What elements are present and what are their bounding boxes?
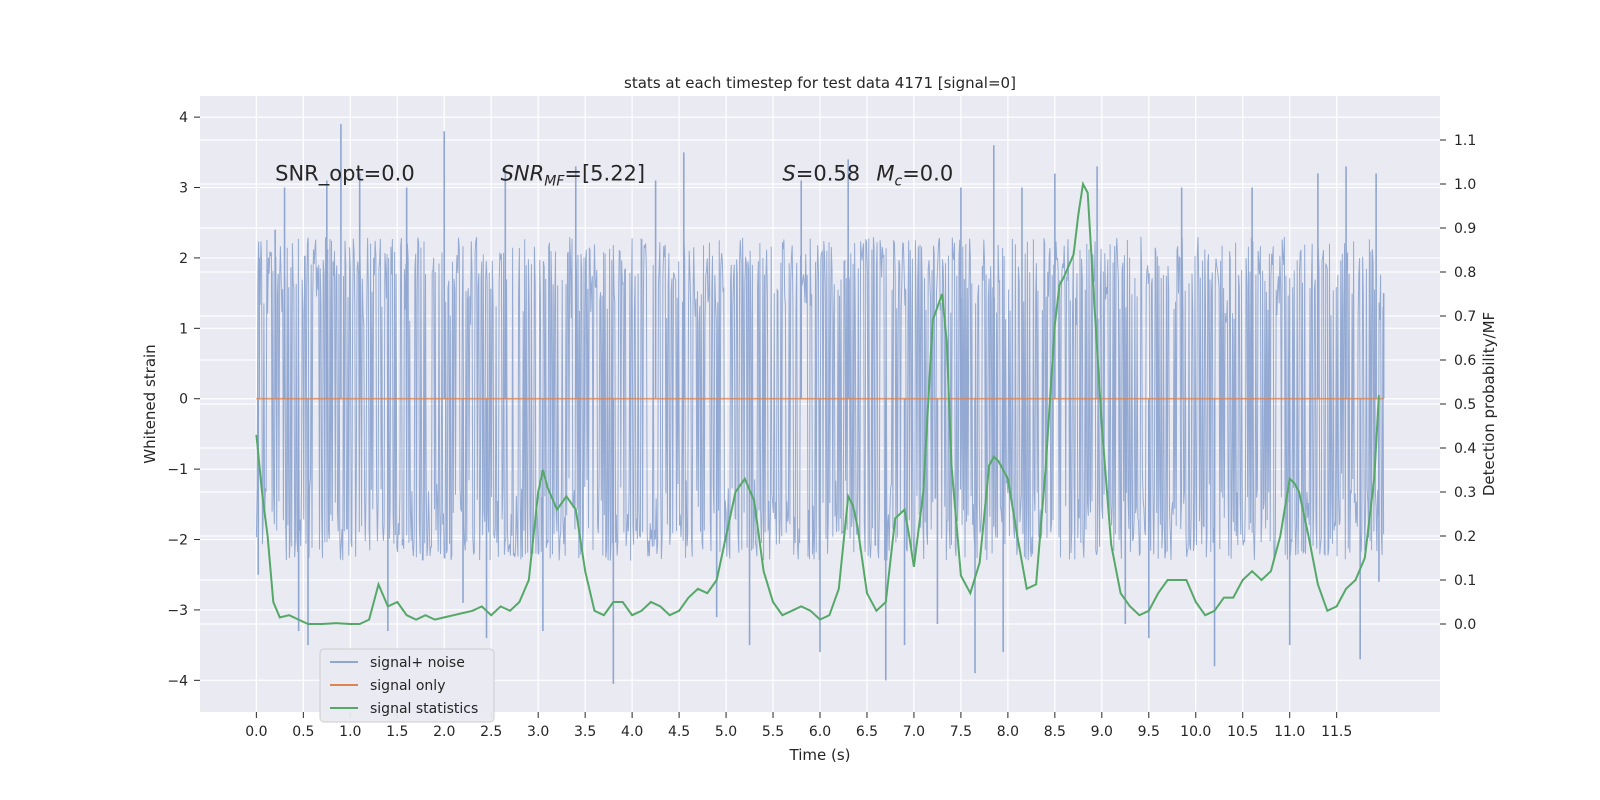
- x-tick-label: 9.0: [1091, 724, 1113, 740]
- x-tick-label: 3.0: [527, 724, 549, 740]
- x-tick-label: 2.0: [433, 724, 455, 740]
- y-tick-label: −1: [167, 462, 188, 478]
- x-tick-label: 4.0: [621, 724, 643, 740]
- y-tick-label: 1: [179, 321, 188, 337]
- x-axis-label: Time (s): [789, 746, 851, 764]
- y2-tick-label: 0.8: [1454, 265, 1476, 281]
- y2-axis-label: Detection probability/MF: [1480, 312, 1498, 496]
- x-tick-label: 0.5: [292, 724, 314, 740]
- x-tick-label: 3.5: [574, 724, 596, 740]
- y-tick-label: 2: [179, 251, 188, 267]
- y2-tick-label: 0.4: [1454, 441, 1476, 457]
- y-tick-label: −2: [167, 533, 188, 549]
- x-tick-label: 10.5: [1227, 724, 1258, 740]
- x-tick-label: 7.0: [903, 724, 925, 740]
- y2-tick-label: 0.5: [1454, 397, 1476, 413]
- x-tick-label: 9.5: [1138, 724, 1160, 740]
- y2-tick-label: 0.0: [1454, 617, 1476, 633]
- annotation-text: SNRMF=[5.22]: [501, 161, 646, 189]
- y2-tick-label: 0.1: [1454, 573, 1476, 589]
- x-tick-label: 10.0: [1180, 724, 1211, 740]
- x-tick-label: 1.5: [386, 724, 408, 740]
- signal-statistics-line: [255, 180, 1380, 625]
- x-tick-label: 11.5: [1321, 724, 1352, 740]
- signal-statistics-series: [255, 180, 1380, 625]
- y2-tick-label: 0.6: [1454, 353, 1476, 369]
- x-tick-label: 7.5: [950, 724, 972, 740]
- x-tick-label: 6.0: [809, 724, 831, 740]
- x-tick-label: 5.5: [762, 724, 784, 740]
- legend: signal+ noise signal only signal statist…: [319, 648, 495, 723]
- y-tick-label: 3: [179, 181, 188, 197]
- x-tick-label: 6.5: [856, 724, 878, 740]
- y2-axis-ticks: 1.1 1.0 0.9 0.8 0.7 0.6 0.5 0.4 0.3 0.2 0.1 0.0: [1440, 133, 1476, 633]
- y2-tick-label: 0.3: [1454, 485, 1476, 501]
- x-axis-ticks: 0.0 0.5 1.0 1.5 2.0 2.5 3.0 3.5 4.0 4.5 5.0 5.5 6.0 6…: [245, 712, 1352, 740]
- y2-tick-label: 0.9: [1454, 221, 1476, 237]
- annotation-text: SNR_opt=0.0: [275, 161, 415, 186]
- y2-tick-label: 0.2: [1454, 529, 1476, 545]
- y-axis-ticks: 4 3 2 1 0 −1 −2 −3 −4: [167, 110, 200, 689]
- y-tick-label: 4: [179, 110, 188, 126]
- y-tick-label: −3: [167, 603, 188, 619]
- x-tick-label: 11.0: [1274, 724, 1305, 740]
- x-tick-label: 5.0: [715, 724, 737, 740]
- x-tick-label: 4.5: [668, 724, 690, 740]
- x-tick-label: 8.0: [997, 724, 1019, 740]
- x-tick-label: 0.0: [245, 724, 267, 740]
- y-axis-label: Whitened strain: [141, 344, 159, 463]
- chart-title: stats at each timestep for test data 417…: [624, 74, 1016, 92]
- y2-tick-label: 0.7: [1454, 309, 1476, 325]
- annotations: SNR_opt=0.0 SNRMF=[5.22] S=0.58 Mc=0.0: [275, 161, 953, 189]
- x-tick-label: 2.5: [480, 724, 502, 740]
- legend-label-signal-noise: signal+ noise: [370, 655, 465, 671]
- legend-label-signal-statistics: signal statistics: [370, 701, 478, 717]
- signal-noise-series: [255, 124, 1385, 684]
- annotation-text: Mc=0.0: [876, 161, 953, 189]
- annotation-text: S=0.58: [782, 161, 860, 185]
- y2-tick-label: 1.1: [1454, 133, 1476, 149]
- x-tick-label: 1.0: [339, 724, 361, 740]
- y2-tick-label: 1.0: [1454, 177, 1476, 193]
- legend-label-signal-only: signal only: [370, 678, 445, 694]
- legend-box: [319, 648, 495, 723]
- x-tick-label: 8.5: [1044, 724, 1066, 740]
- y-tick-label: 0: [179, 392, 188, 408]
- y-tick-label: −4: [167, 673, 188, 689]
